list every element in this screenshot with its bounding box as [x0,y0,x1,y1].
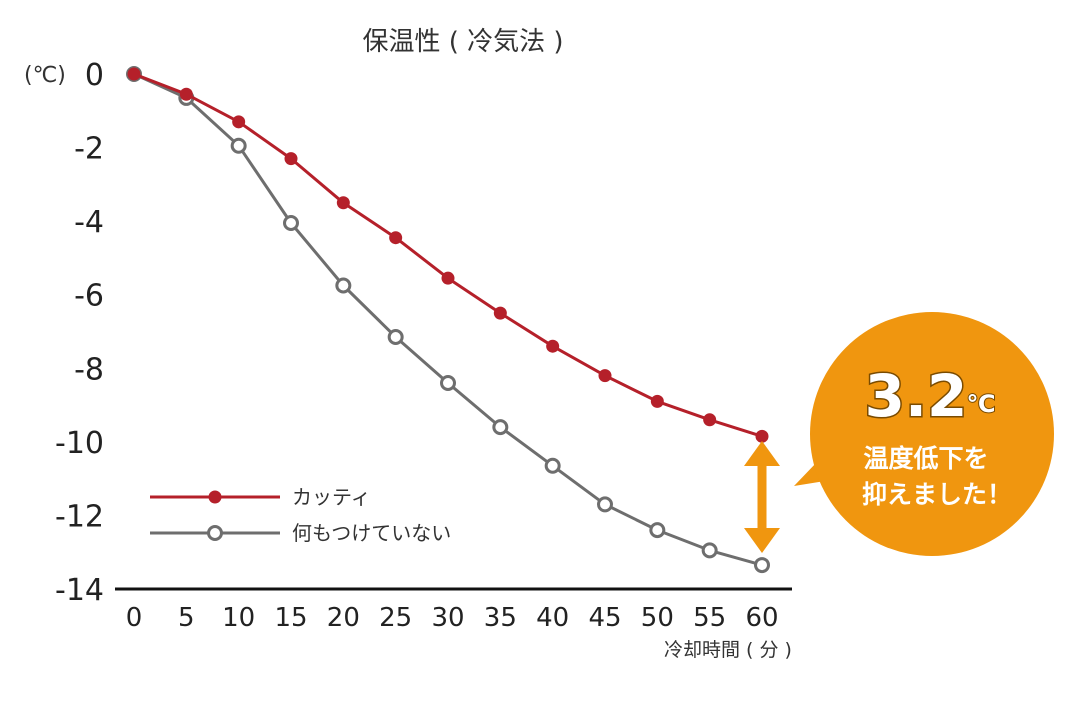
data-point [336,196,350,210]
x-tick-label: 45 [588,603,621,633]
series-0 [127,67,769,443]
x-tick-label: 25 [379,603,412,633]
data-point [389,231,403,245]
data-point [650,394,664,408]
x-tick-label: 5 [178,603,195,633]
data-point [598,369,612,383]
data-point [492,419,509,436]
legend: カッティ 何もつけていない [150,485,451,545]
y-tick-labels: 0 -2 -4 -6 -8 -10 -12 -14 [55,58,104,608]
y-tick-label: -4 [74,205,104,240]
y-tick-label: -14 [55,573,104,608]
data-point [179,87,193,101]
data-point [335,277,352,294]
data-point [440,375,456,391]
x-tick-label: 55 [693,603,726,633]
data-point [441,271,455,285]
callout-line-2: 抑えました！ [862,480,1012,509]
data-point [232,115,246,129]
x-tick-labels: 0 5 10 15 20 25 30 35 40 45 50 55 60 [126,603,779,633]
legend-label-none: 何もつけていない [292,521,451,545]
data-point [546,339,560,353]
callout-unit: ℃ [966,390,995,418]
chart-title: 保温性 ( 冷気法 ) [362,27,563,57]
y-tick-label: -8 [74,352,104,387]
y-tick-label: -6 [74,279,104,314]
data-point [230,137,247,154]
x-tick-label: 0 [126,603,143,633]
x-tick-label: 10 [222,603,255,633]
data-point [493,306,507,320]
data-point [127,67,141,81]
x-tick-label: 50 [641,603,674,633]
y-tick-label: 0 [85,58,104,93]
legend-label-cutty: カッティ [292,485,371,509]
y-tick-label: -2 [74,132,104,167]
y-axis-unit: (℃) [24,63,66,88]
x-axis-label: 冷却時間 ( 分 ) [664,639,792,661]
series-line [133,72,763,567]
x-tick-label: 30 [431,603,464,633]
data-point [283,214,299,231]
difference-arrow [744,441,780,553]
data-point [754,557,770,574]
data-point [284,152,298,166]
legend-item-cutty: カッティ [150,485,371,509]
data-point [649,522,666,539]
x-tick-label: 35 [484,603,517,633]
y-tick-label: -10 [55,426,104,461]
data-point [701,542,718,559]
x-tick-label: 40 [536,603,569,633]
x-tick-label: 15 [274,603,307,633]
callout-line-1: 温度低下を [863,444,988,473]
y-tick-label: -12 [55,499,104,534]
data-point [597,496,613,513]
series-layer [126,66,770,574]
legend-item-none: 何もつけていない [150,521,451,545]
data-point [544,457,561,474]
x-tick-label: 20 [327,603,360,633]
data-point [703,413,717,427]
x-tick-label: 60 [745,603,778,633]
callout-value: 3.2 [865,362,968,430]
callout-bubble: 3.2 ℃ 温度低下を 抑えました！ [794,312,1054,556]
data-point [755,429,769,443]
data-point [387,329,404,346]
